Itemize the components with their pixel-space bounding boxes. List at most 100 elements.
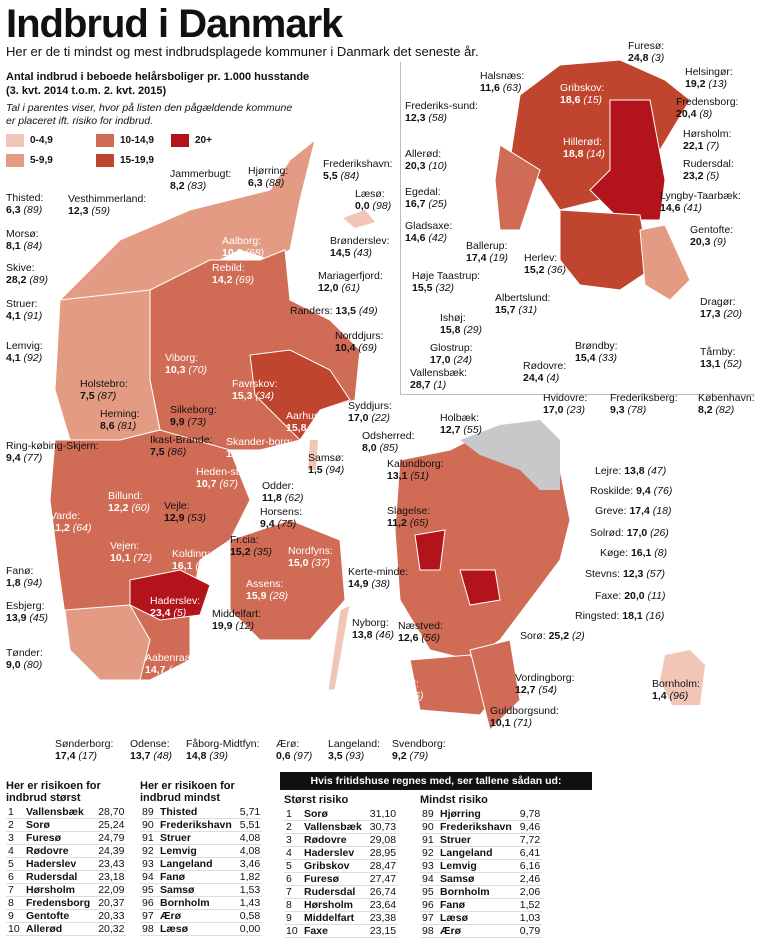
value-cell: 26,74: [363, 885, 399, 899]
municipality-name: Roskilde:: [590, 485, 634, 497]
municipality-value-row: 1,8 (94): [6, 577, 42, 589]
rank: (43): [353, 247, 373, 259]
burglary-rate: 10,4: [335, 342, 356, 354]
table-row: 2 Sorø 25,24: [6, 818, 127, 832]
municipality-cell: Sorø: [24, 818, 93, 832]
rank: (65): [409, 517, 429, 529]
region-langeland: [327, 604, 351, 691]
rank: (98): [372, 200, 392, 212]
rank: (57): [646, 568, 665, 580]
rank: (45): [29, 612, 49, 624]
municipality-name: Brønderslev:: [330, 235, 390, 247]
burglary-rate: 8,0: [362, 442, 377, 454]
municipality-value-row: 6,3 (88): [248, 177, 288, 189]
municipality-label: Haderslev: 23,4 (5): [150, 595, 200, 619]
burglary-rate: 13,9: [6, 612, 27, 624]
rank: (86): [167, 446, 187, 458]
municipality-name: Syddjurs:: [348, 400, 392, 412]
burglary-rate: 18,1: [622, 610, 643, 622]
municipality-label: Halsnæs: 11,6 (63): [480, 70, 524, 94]
municipality-cell: Fredensborg: [24, 896, 93, 910]
municipality-value-row: 11,2 (65): [387, 517, 430, 529]
municipality-name: Rebild:: [212, 262, 245, 274]
municipality-value-row: 10,1 (71): [490, 717, 559, 729]
rank-cell: 10: [284, 924, 302, 938]
municipality-name: Viborg:: [165, 352, 199, 364]
rank-cell: 6: [284, 872, 302, 886]
municipality-value-row: 14,9 (38): [348, 578, 408, 590]
legend-swatch: [96, 154, 114, 167]
burglary-rate: 10,1: [490, 717, 511, 729]
municipality-value-row: 12,3 (58): [405, 112, 478, 124]
ranking-table: 1 Sorø 31,10 2 Vallensbæk 30,73 3 Rødovre 29,08 4…: [284, 808, 399, 938]
municipality-cell: Lemvig: [158, 844, 234, 858]
municipality-value-row: 25,2 (2): [549, 630, 585, 642]
municipality-value-row: 9,4 (76): [636, 485, 672, 497]
municipality-name: Favrskov:: [232, 378, 278, 390]
municipality-cell: Haderslev: [302, 846, 364, 860]
rank: (78): [627, 404, 647, 416]
rank: (39): [209, 750, 229, 762]
municipality-label: Jammerbugt: 8,2 (83): [170, 168, 231, 192]
value-cell: 5,71: [233, 806, 263, 819]
rank: (25): [428, 198, 448, 210]
burglary-rate: 13,5: [335, 305, 356, 317]
burglary-rate: 7,5: [150, 446, 165, 458]
municipality-label: Ring-købing-Skjern: 9,4 (77): [6, 440, 99, 464]
municipality-name: Ballerup:: [466, 240, 508, 252]
municipality-name: Næstved:: [398, 620, 443, 632]
rank: (66): [404, 690, 424, 702]
municipality-name: Vejen:: [110, 540, 140, 552]
municipality-name: Ring-købing-Skjern:: [6, 440, 99, 452]
municipality-label: Frederiksberg: 9,3 (78): [610, 392, 678, 416]
municipality-label: Rebild: 14,2 (69): [212, 262, 254, 286]
municipality-value-row: 22,1 (7): [683, 140, 731, 152]
region-laeso: [343, 210, 375, 228]
municipality-cell: Furesø: [24, 831, 93, 845]
municipality-name: Furesø:: [628, 40, 665, 52]
municipality-value-row: 17,0 (26): [627, 527, 669, 539]
value-cell: 1,03: [513, 911, 543, 925]
municipality-label: Morsø: 8,1 (84): [6, 228, 42, 252]
burglary-rate: 19,2: [685, 78, 706, 90]
municipality-cell: Læsø: [438, 911, 514, 925]
municipality-label: Holstebro: 7,5 (87): [80, 378, 128, 402]
municipality-cell: Struer: [158, 831, 234, 845]
municipality-value-row: 11,2 (64): [50, 522, 91, 534]
municipality-name: Esbjerg:: [6, 600, 45, 612]
burglary-rate: 12,0: [318, 282, 339, 294]
municipality-cell: Faxe: [302, 924, 364, 938]
municipality-cell: Hjørring: [438, 808, 514, 821]
municipality-name: Fanø:: [6, 565, 34, 577]
municipality-name: Skander-borg:: [226, 436, 293, 448]
municipality-name: Frederiksberg:: [610, 392, 678, 404]
municipality-label: Heden-sted: 10,7 (67): [196, 466, 253, 490]
municipality-cell: Læsø: [158, 922, 234, 936]
municipality-name: Vordingborg:: [515, 672, 575, 684]
burglary-rate: 14,2: [212, 274, 233, 286]
burglary-rate: 3,5: [328, 750, 343, 762]
municipality-label: Odense: 13,7 (48): [130, 738, 172, 762]
municipality-label: Bornholm: 1,4 (96): [652, 678, 700, 702]
rank: (7): [706, 140, 720, 152]
rank-cell: 9: [284, 911, 302, 925]
region-samso: [308, 440, 318, 470]
value-cell: 24,79: [92, 831, 127, 845]
inset-suburbs: [559, 209, 651, 291]
municipality-value-row: 17,3 (20): [700, 308, 742, 320]
burglary-rate: 20,0: [624, 590, 645, 602]
burglary-rate: 17,4: [466, 252, 487, 264]
value-cell: 25,24: [92, 818, 127, 832]
municipality-value-row: 8,2 (82): [698, 404, 755, 416]
burglary-rate: 16,1: [172, 560, 193, 572]
municipality-value-row: 8,2 (83): [170, 180, 231, 192]
burglary-rate: 10,6: [222, 247, 243, 259]
burglary-rate: 18,8: [563, 148, 584, 160]
rank: (18): [652, 505, 672, 517]
burglary-rate: 17,0: [626, 527, 648, 539]
legend-swatch: [6, 154, 24, 167]
rank: (51): [410, 470, 430, 482]
table-row: 5 Haderslev 23,43: [6, 857, 127, 871]
municipality-name: Solrød:: [590, 527, 624, 539]
